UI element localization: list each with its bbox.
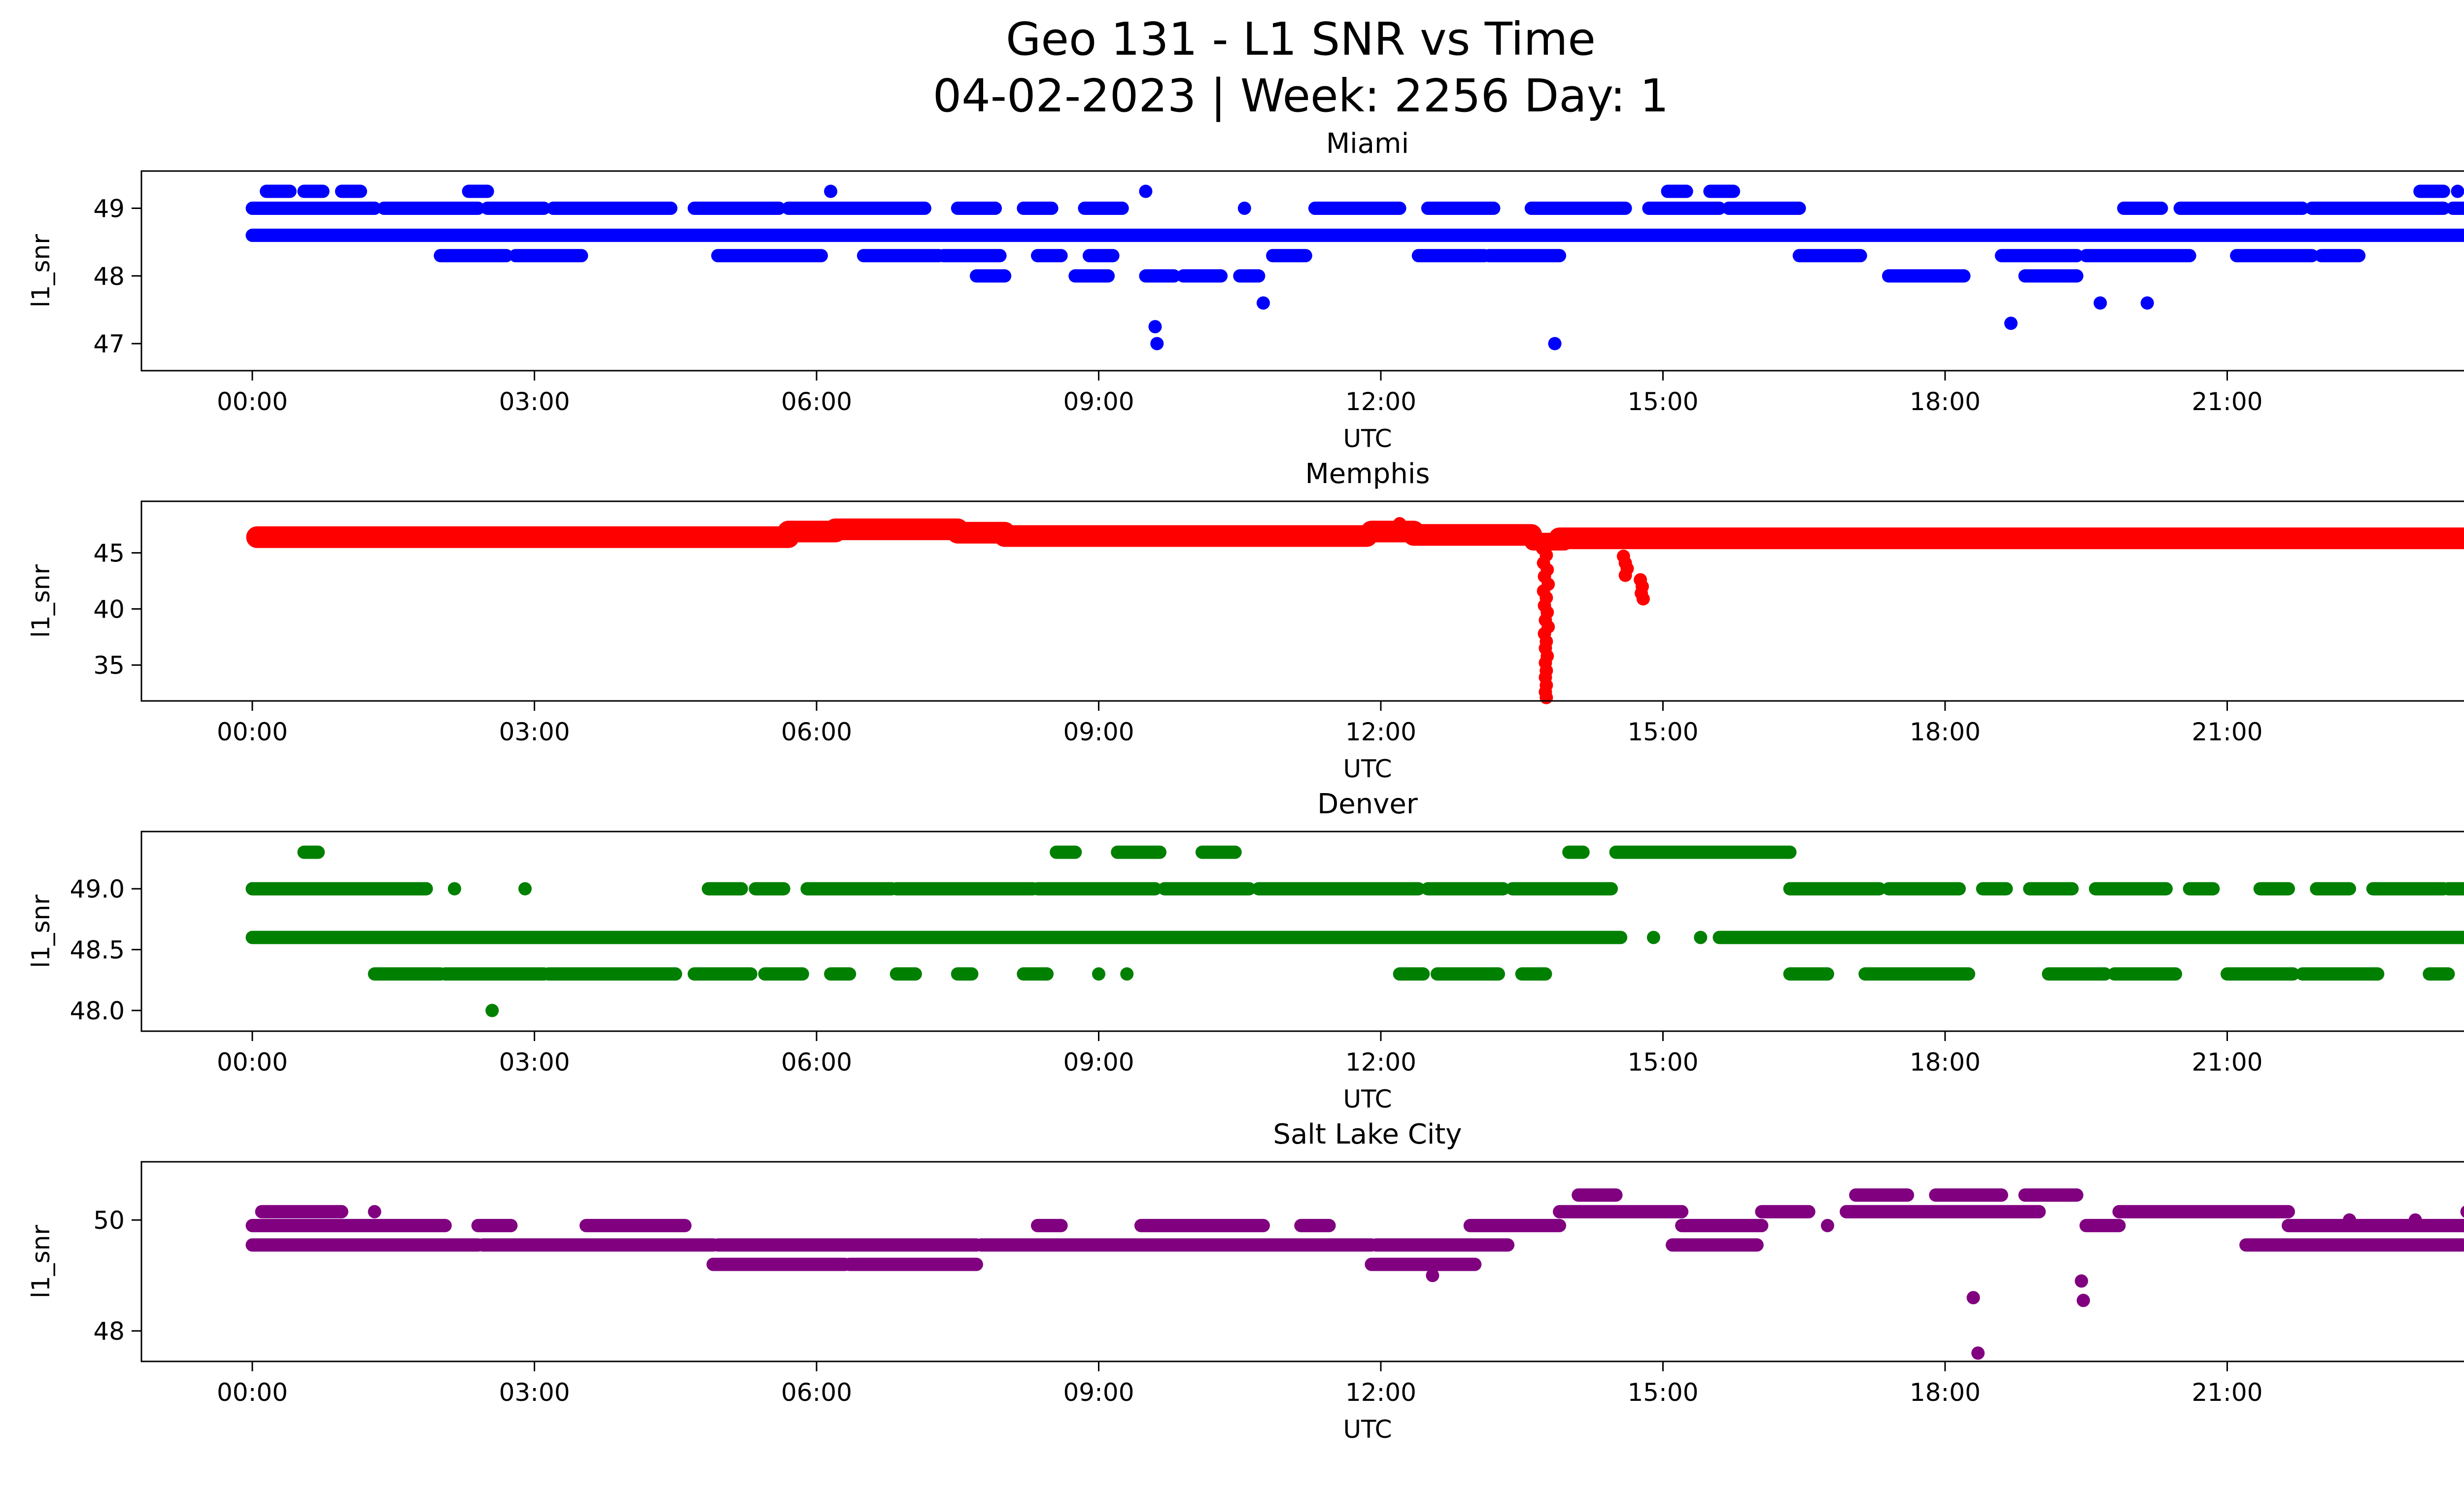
svg-text:06:00: 06:00 [781, 718, 852, 746]
chart-memphis: Memphis 35 40 45 00:00 03:00 06:00 09:00 12:00 15… [0, 454, 2464, 785]
chart-miami: Miami 47 48 49 00:00 03:00 06:00 09:00 12:00 15:0… [0, 124, 2464, 454]
svg-text:06:00: 06:00 [781, 1378, 852, 1407]
svg-text:l1_snr: l1_snr [27, 1225, 55, 1298]
svg-text:12:00: 12:00 [1345, 1048, 1416, 1077]
svg-text:18:00: 18:00 [1910, 1048, 1981, 1077]
svg-text:00:00: 00:00 [217, 387, 288, 416]
svg-text:21:00: 21:00 [2191, 718, 2262, 746]
svg-text:Salt Lake City: Salt Lake City [1273, 1118, 1462, 1150]
svg-text:09:00: 09:00 [1063, 387, 1134, 416]
memphis-snr-plot: Memphis 35 40 45 00:00 03:00 06:00 09:00 12:00 15… [27, 458, 2464, 783]
svg-text:48.0: 48.0 [70, 997, 125, 1025]
svg-text:48.5: 48.5 [70, 936, 125, 965]
svg-text:l1_snr: l1_snr [27, 564, 55, 638]
figure-subtitle: 04-02-2023 | Week: 2256 Day: 1 [932, 70, 1669, 122]
svg-text:06:00: 06:00 [781, 1048, 852, 1077]
svg-text:l1_snr: l1_snr [27, 895, 55, 968]
svg-text:UTC: UTC [1343, 1085, 1392, 1113]
svg-text:18:00: 18:00 [1910, 1378, 1981, 1407]
denver-snr-plot: Denver 48.0 48.5 49.0 00:00 03:00 06:00 09:00 12… [27, 788, 2464, 1113]
svg-text:21:00: 21:00 [2191, 387, 2262, 416]
svg-text:00:00: 00:00 [217, 1378, 288, 1407]
svg-text:15:00: 15:00 [1627, 1048, 1698, 1077]
svg-text:00:00: 00:00 [217, 1048, 288, 1077]
svg-text:03:00: 03:00 [499, 1378, 570, 1407]
svg-text:45: 45 [93, 539, 125, 568]
svg-text:35: 35 [93, 651, 125, 680]
svg-text:09:00: 09:00 [1063, 1048, 1134, 1077]
svg-text:48: 48 [93, 262, 125, 291]
chart-denver: Denver 48.0 48.5 49.0 00:00 03:00 06:00 09:00 12… [0, 785, 2464, 1115]
svg-text:03:00: 03:00 [499, 718, 570, 746]
svg-text:UTC: UTC [1343, 755, 1392, 783]
svg-text:12:00: 12:00 [1345, 1378, 1416, 1407]
svg-text:15:00: 15:00 [1627, 1378, 1698, 1407]
salt-lake-city-snr-plot: Salt Lake City 48 50 00:00 03:00 06:00 09:00 12… [27, 1118, 2464, 1444]
svg-text:40: 40 [93, 595, 125, 624]
svg-text:49.0: 49.0 [70, 875, 125, 904]
svg-text:48: 48 [93, 1317, 125, 1346]
svg-text:15:00: 15:00 [1627, 387, 1698, 416]
svg-text:15:00: 15:00 [1627, 718, 1698, 746]
svg-text:21:00: 21:00 [2191, 1048, 2262, 1077]
svg-text:09:00: 09:00 [1063, 1378, 1134, 1407]
svg-text:50: 50 [93, 1206, 125, 1235]
svg-text:49: 49 [93, 195, 125, 223]
svg-text:12:00: 12:00 [1345, 718, 1416, 746]
svg-text:18:00: 18:00 [1910, 387, 1981, 416]
svg-text:21:00: 21:00 [2191, 1378, 2262, 1407]
svg-text:09:00: 09:00 [1063, 718, 1134, 746]
svg-text:Denver: Denver [1317, 788, 1418, 820]
miami-snr-plot: Miami 47 48 49 00:00 03:00 06:00 09:00 12:00 15:0… [27, 128, 2464, 453]
svg-text:l1_snr: l1_snr [27, 234, 55, 308]
svg-text:00:00: 00:00 [217, 718, 288, 746]
svg-text:UTC: UTC [1343, 1415, 1392, 1444]
figure-header: Geo 131 - L1 SNR vs Time 04-02-2023 | We… [0, 0, 2464, 124]
figure-title: Geo 131 - L1 SNR vs Time [1006, 13, 1596, 66]
svg-text:03:00: 03:00 [499, 1048, 570, 1077]
svg-text:47: 47 [93, 330, 125, 358]
svg-text:UTC: UTC [1343, 424, 1392, 453]
svg-text:Memphis: Memphis [1305, 458, 1430, 490]
svg-text:12:00: 12:00 [1345, 387, 1416, 416]
svg-text:Miami: Miami [1326, 128, 1409, 160]
svg-text:18:00: 18:00 [1910, 718, 1981, 746]
svg-text:06:00: 06:00 [781, 387, 852, 416]
chart-salt-lake-city: Salt Lake City 48 50 00:00 03:00 06:00 09:00 12… [0, 1115, 2464, 1445]
svg-text:03:00: 03:00 [499, 387, 570, 416]
